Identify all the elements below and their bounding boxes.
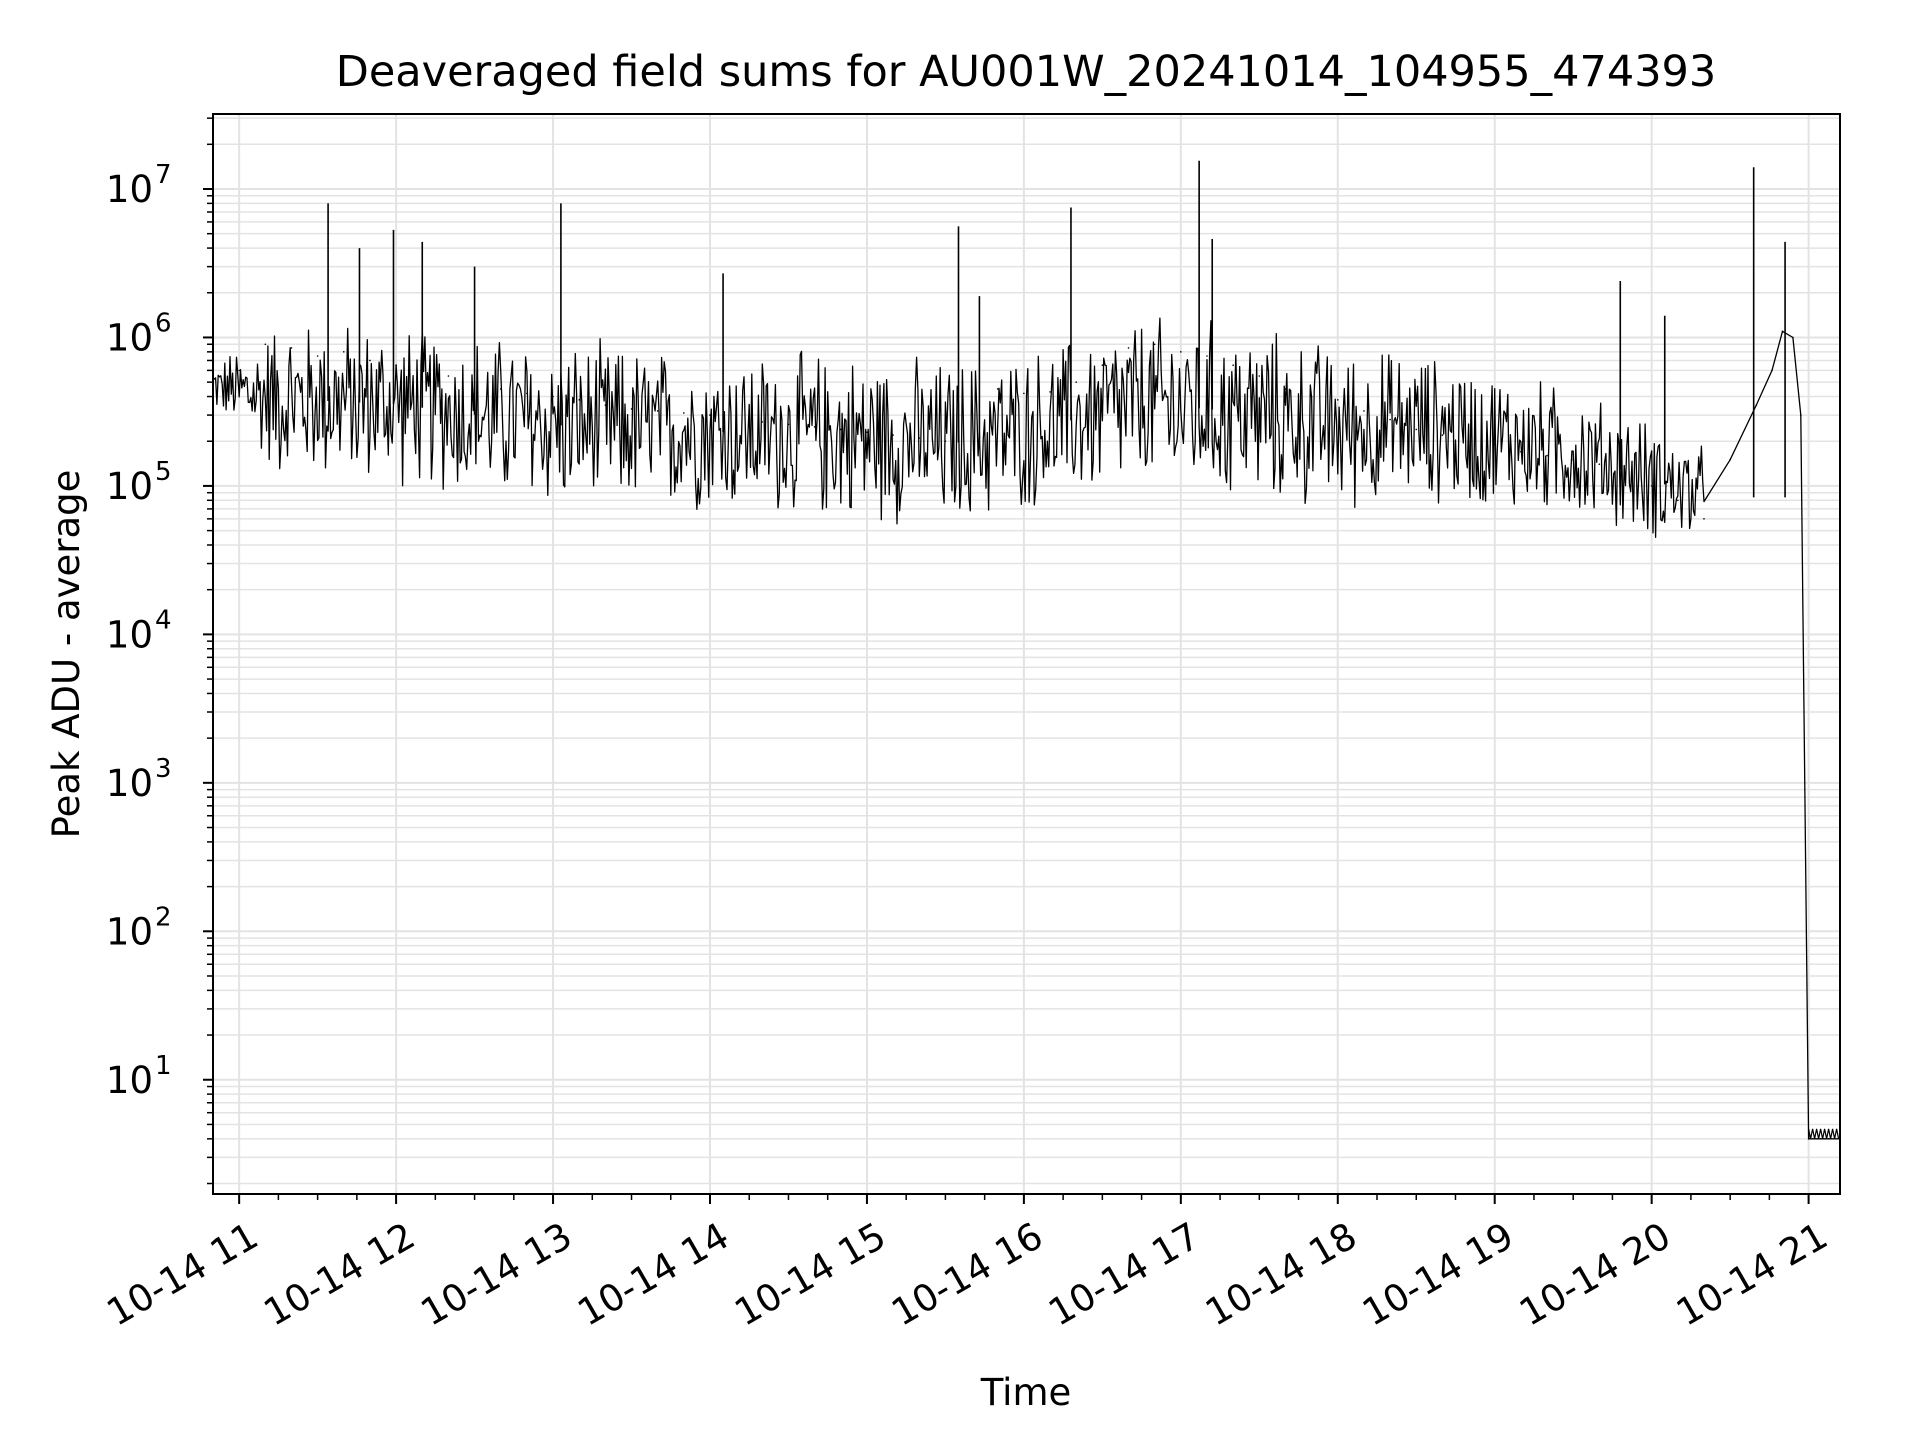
y-tick-label: 10 — [106, 613, 153, 656]
series-point — [839, 428, 842, 431]
y-tick-label: 10 — [106, 168, 153, 211]
series-point — [290, 347, 293, 349]
series-point — [1598, 463, 1601, 466]
series-point — [1049, 391, 1051, 393]
series-point — [1206, 355, 1208, 357]
series-point — [1729, 458, 1731, 461]
series-point — [578, 399, 581, 401]
grid — [213, 114, 1840, 1194]
y-tick-exponent: 2 — [155, 902, 172, 932]
series-point — [1467, 440, 1470, 443]
series-point — [1258, 375, 1261, 377]
y-tick-exponent: 1 — [155, 1051, 172, 1081]
series-point — [1153, 343, 1156, 346]
series-point — [552, 395, 554, 398]
series-point — [761, 421, 764, 423]
series-point — [735, 418, 737, 421]
series-point — [1572, 458, 1574, 461]
series-point — [1792, 336, 1794, 339]
series-point — [1520, 450, 1522, 453]
y-axis-label: Peak ADU - average — [45, 470, 88, 839]
series-point — [1703, 518, 1705, 520]
series-point — [1180, 351, 1182, 353]
series-point — [316, 355, 319, 357]
y-tick-exponent: 5 — [155, 457, 172, 487]
x-axis-label: Time — [980, 1371, 1072, 1414]
series-point — [656, 410, 659, 412]
series-point — [499, 388, 502, 390]
series-point — [1363, 410, 1365, 412]
series-point — [1101, 364, 1104, 367]
series-point — [1310, 395, 1313, 398]
series-point — [369, 359, 371, 362]
series-point — [1650, 485, 1653, 487]
series-point — [1127, 347, 1130, 349]
series-point — [1336, 399, 1339, 401]
series-point — [683, 412, 685, 414]
series-point — [944, 440, 947, 443]
series-point — [1624, 473, 1627, 475]
series-point — [709, 414, 711, 416]
y-tick-exponent: 3 — [155, 754, 172, 784]
series-point — [630, 408, 633, 410]
y-tick-label: 10 — [106, 316, 153, 359]
series-point — [1023, 392, 1025, 395]
series-point — [1389, 418, 1391, 421]
y-tick-exponent: 4 — [155, 605, 172, 635]
series-point — [238, 369, 240, 372]
series-point — [1799, 414, 1802, 416]
series-point — [526, 392, 528, 395]
series-point — [1677, 499, 1679, 502]
series-point — [1546, 454, 1548, 457]
series-point — [1493, 443, 1496, 446]
series-point — [342, 351, 345, 353]
series-point — [787, 423, 790, 426]
series-point — [1232, 364, 1234, 367]
series-point — [813, 426, 816, 428]
floor-segment — [1808, 1128, 1840, 1139]
chart-title: Deaveraged field sums for AU001W_2024101… — [336, 47, 1717, 97]
series-point — [1075, 381, 1077, 383]
y-tick-label: 10 — [106, 1059, 153, 1102]
series-point — [1781, 330, 1784, 333]
series-point — [1441, 434, 1444, 436]
y-tick-label: 10 — [106, 910, 153, 953]
series-point — [395, 364, 397, 367]
y-tick-exponent: 7 — [155, 160, 172, 190]
series-point — [866, 431, 868, 434]
series-point — [1284, 388, 1287, 390]
series-point — [1771, 369, 1773, 372]
series-point — [604, 404, 607, 406]
series-point — [918, 437, 921, 439]
series-point — [996, 388, 999, 390]
series-point — [1755, 404, 1758, 406]
series-point — [970, 395, 973, 398]
series-point — [264, 343, 267, 346]
y-tick-exponent: 6 — [155, 308, 172, 338]
series-point — [1415, 428, 1418, 431]
series-point — [447, 375, 450, 377]
plot-frame — [212, 113, 1841, 1195]
series-trace — [212, 317, 1840, 1140]
data-layer — [212, 160, 1841, 1140]
series-point — [892, 434, 894, 436]
y-tick-label: 10 — [106, 762, 153, 805]
y-tick-label: 10 — [106, 465, 153, 508]
